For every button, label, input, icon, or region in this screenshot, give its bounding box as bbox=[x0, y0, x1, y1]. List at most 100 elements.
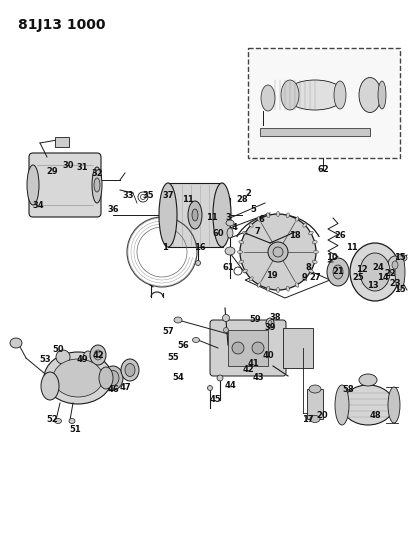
Ellipse shape bbox=[239, 240, 244, 244]
Text: 60: 60 bbox=[212, 229, 224, 238]
Text: 54: 54 bbox=[172, 374, 184, 383]
Text: 45: 45 bbox=[209, 395, 221, 405]
Ellipse shape bbox=[257, 217, 261, 221]
Ellipse shape bbox=[27, 165, 39, 205]
Text: 11: 11 bbox=[346, 244, 358, 253]
Ellipse shape bbox=[308, 269, 313, 273]
Text: 28: 28 bbox=[236, 196, 248, 205]
Ellipse shape bbox=[266, 213, 270, 218]
Ellipse shape bbox=[225, 247, 235, 255]
Ellipse shape bbox=[239, 260, 244, 263]
Ellipse shape bbox=[217, 375, 223, 381]
Ellipse shape bbox=[392, 261, 398, 269]
Text: 4: 4 bbox=[232, 222, 238, 231]
Ellipse shape bbox=[281, 80, 299, 110]
Ellipse shape bbox=[310, 416, 320, 423]
Ellipse shape bbox=[213, 183, 231, 247]
Text: 11: 11 bbox=[206, 214, 218, 222]
Ellipse shape bbox=[90, 345, 106, 365]
Text: 46: 46 bbox=[107, 385, 119, 394]
Text: 32: 32 bbox=[91, 168, 103, 177]
Ellipse shape bbox=[266, 318, 274, 328]
Ellipse shape bbox=[286, 213, 289, 218]
Ellipse shape bbox=[69, 418, 75, 424]
Ellipse shape bbox=[195, 261, 200, 265]
Ellipse shape bbox=[397, 254, 407, 262]
Ellipse shape bbox=[121, 359, 139, 381]
Ellipse shape bbox=[208, 385, 213, 391]
Text: 8: 8 bbox=[305, 263, 311, 272]
Circle shape bbox=[232, 342, 244, 354]
Text: 26: 26 bbox=[334, 230, 346, 239]
Ellipse shape bbox=[249, 277, 253, 281]
Ellipse shape bbox=[268, 320, 272, 326]
Text: 57: 57 bbox=[162, 327, 174, 336]
Ellipse shape bbox=[359, 77, 381, 112]
Text: 58: 58 bbox=[342, 385, 354, 394]
FancyBboxPatch shape bbox=[210, 320, 286, 376]
Bar bbox=[248, 48, 400, 158]
Text: 59: 59 bbox=[249, 316, 261, 325]
Text: 18: 18 bbox=[289, 230, 301, 239]
Ellipse shape bbox=[44, 352, 112, 404]
Ellipse shape bbox=[41, 372, 59, 400]
Text: 14: 14 bbox=[377, 273, 389, 282]
Circle shape bbox=[240, 214, 316, 290]
Text: 25: 25 bbox=[352, 272, 364, 281]
Ellipse shape bbox=[188, 201, 202, 229]
Ellipse shape bbox=[94, 350, 102, 360]
Ellipse shape bbox=[397, 273, 404, 279]
Bar bbox=[228, 330, 268, 366]
Text: 31: 31 bbox=[76, 164, 88, 173]
Text: 9: 9 bbox=[302, 273, 308, 282]
Text: 21: 21 bbox=[332, 268, 344, 277]
Ellipse shape bbox=[159, 183, 177, 247]
Text: 20: 20 bbox=[316, 410, 328, 419]
Ellipse shape bbox=[226, 220, 234, 226]
Text: 29: 29 bbox=[46, 167, 58, 176]
Ellipse shape bbox=[83, 351, 93, 365]
Ellipse shape bbox=[53, 359, 103, 397]
Ellipse shape bbox=[243, 231, 247, 235]
Text: 2: 2 bbox=[245, 189, 251, 198]
Text: 30: 30 bbox=[62, 160, 74, 169]
Ellipse shape bbox=[350, 243, 400, 301]
Ellipse shape bbox=[55, 418, 62, 424]
Text: 5: 5 bbox=[250, 206, 256, 214]
Text: 42: 42 bbox=[242, 366, 254, 375]
Ellipse shape bbox=[174, 317, 182, 323]
Circle shape bbox=[273, 247, 283, 257]
Ellipse shape bbox=[224, 327, 228, 333]
Text: 55: 55 bbox=[167, 353, 179, 362]
Text: 51: 51 bbox=[69, 425, 81, 434]
Ellipse shape bbox=[308, 231, 313, 235]
Ellipse shape bbox=[243, 269, 247, 273]
Ellipse shape bbox=[360, 253, 390, 291]
Text: 36: 36 bbox=[107, 206, 119, 214]
Text: 19: 19 bbox=[266, 271, 278, 279]
Ellipse shape bbox=[378, 81, 386, 109]
Text: 34: 34 bbox=[32, 200, 44, 209]
Text: 6: 6 bbox=[258, 215, 264, 224]
Ellipse shape bbox=[94, 178, 100, 192]
Text: 61: 61 bbox=[222, 263, 234, 272]
Text: 13: 13 bbox=[367, 280, 379, 289]
Text: 81J13 1000: 81J13 1000 bbox=[18, 18, 106, 32]
Bar bbox=[260, 128, 370, 136]
Ellipse shape bbox=[222, 314, 229, 321]
Text: 42: 42 bbox=[92, 351, 104, 359]
Text: 39: 39 bbox=[264, 324, 276, 333]
Ellipse shape bbox=[342, 385, 394, 425]
Ellipse shape bbox=[285, 80, 345, 110]
Text: 23: 23 bbox=[389, 279, 401, 287]
Text: 41: 41 bbox=[247, 359, 259, 367]
Text: 62: 62 bbox=[317, 166, 329, 174]
Ellipse shape bbox=[227, 228, 233, 238]
Ellipse shape bbox=[99, 367, 113, 389]
Text: 48: 48 bbox=[369, 410, 381, 419]
Text: 40: 40 bbox=[262, 351, 274, 359]
Text: 10: 10 bbox=[326, 254, 338, 262]
Text: 22: 22 bbox=[384, 269, 396, 278]
Ellipse shape bbox=[277, 212, 279, 216]
Text: 3: 3 bbox=[225, 214, 231, 222]
